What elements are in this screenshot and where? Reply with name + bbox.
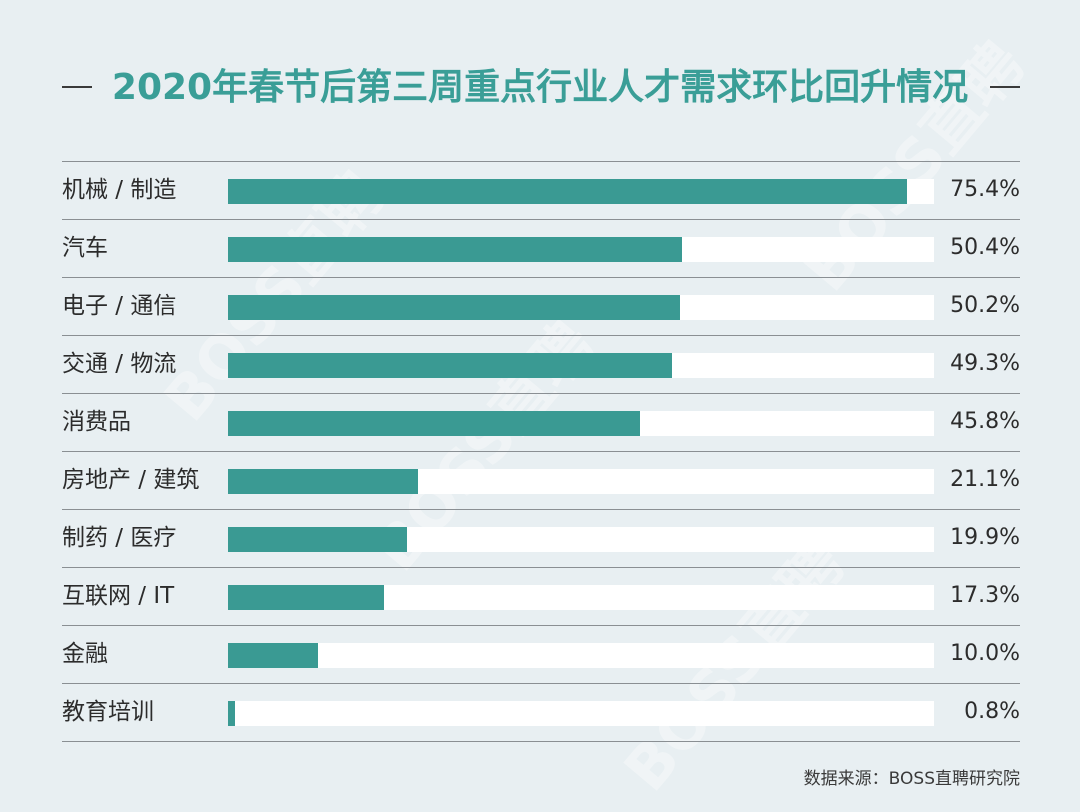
bar — [228, 237, 682, 262]
category-label: 机械 / 制造 — [62, 177, 177, 203]
category-label: 汽车 — [62, 235, 108, 261]
bar — [228, 469, 418, 494]
bar-row: 汽车 50.4% — [0, 219, 1080, 277]
bar-track — [228, 237, 934, 262]
bar-track — [228, 179, 934, 204]
bar — [228, 411, 641, 436]
bar — [228, 585, 384, 610]
bar — [228, 701, 236, 726]
category-label: 消费品 — [62, 409, 131, 435]
bar-row: 金融 10.0% — [0, 625, 1080, 683]
bar-track — [228, 353, 934, 378]
bar-row: 消费品 45.8% — [0, 393, 1080, 451]
chart-title: 2020年春节后第三周重点行业人才需求环比回升情况 — [111, 67, 969, 108]
bar-track — [228, 585, 934, 610]
category-label: 房地产 / 建筑 — [62, 467, 200, 493]
bar-row: 制药 / 医疗 19.9% — [0, 509, 1080, 567]
title-row: 2020年春节后第三周重点行业人才需求环比回升情况 — [0, 58, 1080, 118]
row-divider — [62, 451, 1020, 452]
category-label: 电子 / 通信 — [62, 293, 177, 319]
row-divider — [62, 219, 1020, 220]
bar-row: 机械 / 制造 75.4% — [0, 161, 1080, 219]
row-divider — [62, 567, 1020, 568]
bar-row: 房地产 / 建筑 21.1% — [0, 451, 1080, 509]
row-divider — [62, 741, 1020, 742]
title-dash-left — [62, 86, 92, 88]
category-label: 制药 / 医疗 — [62, 525, 177, 551]
value-label: 50.4% — [950, 235, 1020, 260]
value-label: 75.4% — [950, 177, 1020, 202]
value-label: 50.2% — [950, 293, 1020, 318]
row-divider — [62, 625, 1020, 626]
row-divider — [62, 683, 1020, 684]
value-label: 45.8% — [950, 409, 1020, 434]
title-dash-right — [990, 86, 1020, 88]
bar-track — [228, 701, 934, 726]
bar — [228, 353, 672, 378]
bar-track — [228, 469, 934, 494]
value-label: 17.3% — [950, 583, 1020, 608]
bar-track — [228, 411, 934, 436]
category-label: 交通 / 物流 — [62, 351, 177, 377]
bar-row: 交通 / 物流 49.3% — [0, 335, 1080, 393]
bar-row: 教育培训 0.8% — [0, 683, 1080, 741]
bar — [228, 643, 319, 668]
value-label: 49.3% — [950, 351, 1020, 376]
bar-row: 电子 / 通信 50.2% — [0, 277, 1080, 335]
row-divider — [62, 393, 1020, 394]
row-divider — [62, 161, 1020, 162]
value-label: 10.0% — [950, 641, 1020, 666]
value-label: 19.9% — [950, 525, 1020, 550]
category-label: 金融 — [62, 641, 108, 667]
value-label: 0.8% — [964, 699, 1020, 724]
category-label: 互联网 / IT — [62, 583, 175, 609]
bar — [228, 295, 681, 320]
value-label: 21.1% — [950, 467, 1020, 492]
category-label: 教育培训 — [62, 699, 154, 725]
bar-track — [228, 295, 934, 320]
row-divider — [62, 509, 1020, 510]
source-note: 数据来源：BOSS直聘研究院 — [803, 769, 1020, 789]
bar — [228, 179, 907, 204]
bar-track — [228, 527, 934, 552]
bar — [228, 527, 408, 552]
row-divider — [62, 277, 1020, 278]
row-divider — [62, 335, 1020, 336]
bar-track — [228, 643, 934, 668]
bar-row: 互联网 / IT 17.3% — [0, 567, 1080, 625]
